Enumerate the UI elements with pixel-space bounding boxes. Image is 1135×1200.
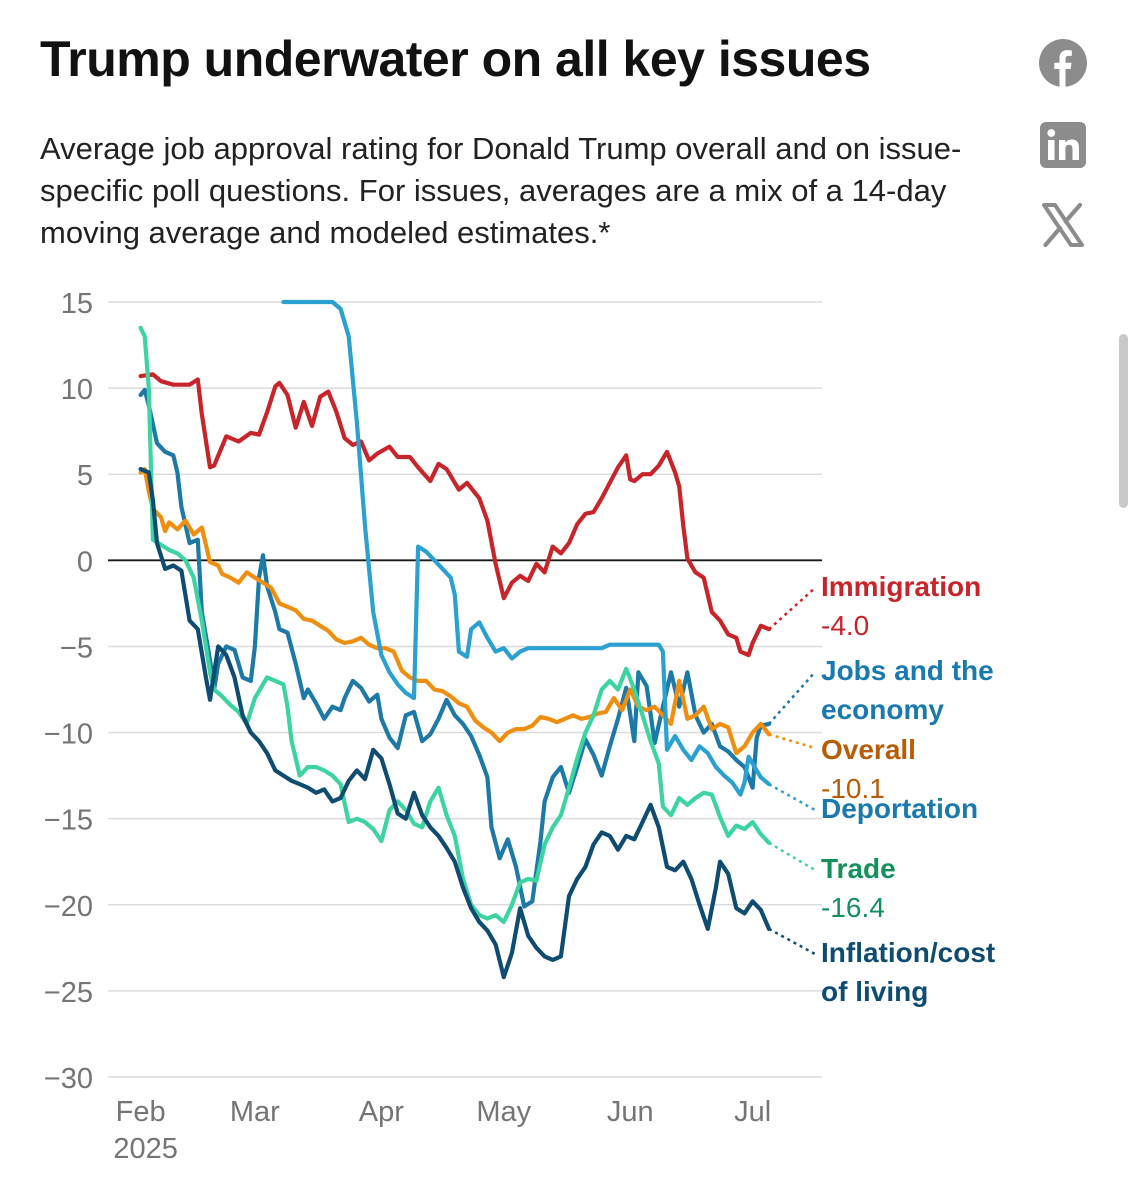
line-chart: 15 10 5 0 −5 −10 −15 −20 −25 −30 Feb 2025 Mar Apr May…	[44, 288, 995, 1165]
y-tick-label: 0	[77, 546, 93, 578]
facebook-share-button[interactable]	[1038, 38, 1088, 88]
y-tick-label: −25	[44, 977, 93, 1009]
label-connector	[768, 587, 816, 631]
x-tick-label: Jun	[607, 1096, 654, 1128]
y-tick-label: 10	[61, 374, 93, 406]
series-value-label: -4.0	[821, 610, 869, 641]
label-connector	[768, 841, 816, 872]
series-label: Jobs and the	[821, 655, 994, 686]
y-tick-label: −10	[44, 719, 93, 751]
page-scrollbar[interactable]	[1119, 334, 1128, 508]
y-tick-label: −15	[44, 805, 93, 837]
chart-subtitle: Average job approval rating for Donald T…	[40, 131, 962, 250]
label-connector	[768, 927, 816, 956]
series-label: of living	[821, 976, 928, 1007]
series-line-deportation	[281, 299, 772, 797]
series-line-immigration	[138, 372, 772, 658]
x-share-button[interactable]	[1038, 200, 1088, 250]
linkedin-icon	[1040, 122, 1086, 168]
series-value-label: -10.1	[821, 773, 885, 804]
y-tick-label: 5	[77, 460, 93, 492]
series-line-trade	[138, 325, 772, 925]
series-line-inflation-cost-of-living	[138, 467, 772, 980]
x-tick-label: Jul	[734, 1096, 771, 1128]
chart-gridlines	[108, 301, 822, 1078]
x-tick-label: Feb	[116, 1096, 166, 1128]
series-label: Immigration	[821, 571, 981, 602]
linkedin-share-button[interactable]	[1038, 120, 1088, 170]
label-connector	[768, 783, 816, 812]
series-label: Trade	[821, 853, 896, 884]
x-tick-label: May	[476, 1096, 531, 1128]
page-title: Trump underwater on all key issues	[40, 31, 871, 87]
series-line-overall	[138, 467, 772, 756]
series-labels: Immigration -4.0 Jobs and the economy Overal…	[768, 571, 995, 1007]
series-label: Overall	[821, 734, 916, 765]
y-tick-label: 15	[61, 288, 93, 320]
x-tick-sublabel: 2025	[113, 1133, 178, 1165]
y-tick-label: −30	[44, 1063, 93, 1095]
y-tick-label: −20	[44, 891, 93, 923]
x-axis: Feb 2025 Mar Apr May Jun Jul	[113, 1096, 771, 1165]
chart-series	[138, 299, 772, 980]
series-label: Inflation/cost	[821, 937, 995, 968]
series-label: Deportation	[821, 793, 978, 824]
y-tick-label: −5	[60, 632, 93, 664]
x-icon	[1042, 202, 1084, 248]
x-tick-label: Mar	[230, 1096, 280, 1128]
series-line-jobs-and-the-economy	[138, 387, 772, 909]
series-value-label: -16.4	[821, 892, 885, 923]
y-axis: 15 10 5 0 −5 −10 −15 −20 −25 −30	[44, 288, 93, 1095]
label-connector	[768, 671, 816, 725]
x-tick-label: Apr	[359, 1096, 404, 1128]
series-label: economy	[821, 694, 944, 725]
label-connector	[768, 733, 816, 750]
facebook-icon	[1039, 39, 1087, 87]
